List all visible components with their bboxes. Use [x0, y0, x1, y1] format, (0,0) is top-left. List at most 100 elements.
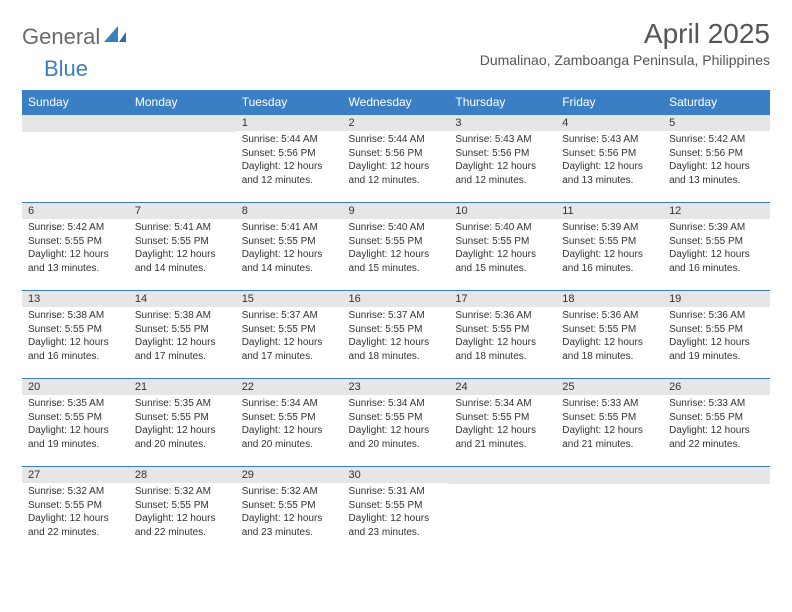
day-details: Sunrise: 5:41 AMSunset: 5:55 PMDaylight:… [129, 219, 236, 279]
sunrise-line: Sunrise: 5:37 AM [349, 309, 444, 323]
sunset-line: Sunset: 5:55 PM [455, 323, 550, 337]
calendar-cell: 10Sunrise: 5:40 AMSunset: 5:55 PMDayligh… [449, 202, 556, 290]
daylight-line: Daylight: 12 hours and 16 minutes. [28, 336, 123, 363]
daylight-line: Daylight: 12 hours and 12 minutes. [242, 160, 337, 187]
sunrise-line: Sunrise: 5:41 AM [242, 221, 337, 235]
calendar-cell: 8Sunrise: 5:41 AMSunset: 5:55 PMDaylight… [236, 202, 343, 290]
calendar-cell: 13Sunrise: 5:38 AMSunset: 5:55 PMDayligh… [22, 290, 129, 378]
sunset-line: Sunset: 5:55 PM [28, 499, 123, 513]
sunset-line: Sunset: 5:55 PM [242, 499, 337, 513]
daylight-line: Daylight: 12 hours and 16 minutes. [669, 248, 764, 275]
day-number: 3 [449, 114, 556, 131]
day-details: Sunrise: 5:41 AMSunset: 5:55 PMDaylight:… [236, 219, 343, 279]
calendar-cell: 25Sunrise: 5:33 AMSunset: 5:55 PMDayligh… [556, 378, 663, 466]
sunrise-line: Sunrise: 5:37 AM [242, 309, 337, 323]
sunrise-line: Sunrise: 5:43 AM [562, 133, 657, 147]
day-header: Monday [129, 90, 236, 114]
day-number: 5 [663, 114, 770, 131]
empty-day [129, 114, 236, 132]
sunrise-line: Sunrise: 5:32 AM [242, 485, 337, 499]
day-details: Sunrise: 5:40 AMSunset: 5:55 PMDaylight:… [343, 219, 450, 279]
sunrise-line: Sunrise: 5:34 AM [242, 397, 337, 411]
daylight-line: Daylight: 12 hours and 15 minutes. [455, 248, 550, 275]
calendar-cell: 12Sunrise: 5:39 AMSunset: 5:55 PMDayligh… [663, 202, 770, 290]
sunset-line: Sunset: 5:55 PM [455, 411, 550, 425]
day-number: 13 [22, 290, 129, 307]
sunset-line: Sunset: 5:55 PM [135, 499, 230, 513]
daylight-line: Daylight: 12 hours and 19 minutes. [28, 424, 123, 451]
sunset-line: Sunset: 5:55 PM [669, 323, 764, 337]
sunset-line: Sunset: 5:55 PM [562, 235, 657, 249]
day-number: 16 [343, 290, 450, 307]
day-number: 9 [343, 202, 450, 219]
day-number: 8 [236, 202, 343, 219]
sunrise-line: Sunrise: 5:38 AM [135, 309, 230, 323]
calendar-cell: 27Sunrise: 5:32 AMSunset: 5:55 PMDayligh… [22, 466, 129, 554]
calendar-week: 1Sunrise: 5:44 AMSunset: 5:56 PMDaylight… [22, 114, 770, 202]
empty-day [22, 114, 129, 132]
sunrise-line: Sunrise: 5:31 AM [349, 485, 444, 499]
calendar-cell: 23Sunrise: 5:34 AMSunset: 5:55 PMDayligh… [343, 378, 450, 466]
brand-sail-icon [104, 26, 126, 49]
month-title: April 2025 [480, 18, 770, 50]
day-number: 27 [22, 466, 129, 483]
day-details: Sunrise: 5:32 AMSunset: 5:55 PMDaylight:… [129, 483, 236, 543]
sunset-line: Sunset: 5:55 PM [242, 323, 337, 337]
empty-day [663, 466, 770, 484]
day-details: Sunrise: 5:39 AMSunset: 5:55 PMDaylight:… [663, 219, 770, 279]
daylight-line: Daylight: 12 hours and 23 minutes. [242, 512, 337, 539]
day-number: 19 [663, 290, 770, 307]
day-number: 21 [129, 378, 236, 395]
calendar-week: 27Sunrise: 5:32 AMSunset: 5:55 PMDayligh… [22, 466, 770, 554]
calendar-cell [556, 466, 663, 554]
calendar-cell: 6Sunrise: 5:42 AMSunset: 5:55 PMDaylight… [22, 202, 129, 290]
daylight-line: Daylight: 12 hours and 20 minutes. [349, 424, 444, 451]
empty-day [449, 466, 556, 484]
sunset-line: Sunset: 5:55 PM [242, 411, 337, 425]
daylight-line: Daylight: 12 hours and 21 minutes. [455, 424, 550, 451]
day-number: 30 [343, 466, 450, 483]
sunset-line: Sunset: 5:55 PM [455, 235, 550, 249]
sunrise-line: Sunrise: 5:34 AM [455, 397, 550, 411]
day-number: 26 [663, 378, 770, 395]
day-details: Sunrise: 5:38 AMSunset: 5:55 PMDaylight:… [129, 307, 236, 367]
day-details: Sunrise: 5:43 AMSunset: 5:56 PMDaylight:… [556, 131, 663, 191]
calendar-cell: 24 Sunrise: 5:34 AMSunset: 5:55 PMDayligh… [449, 378, 556, 466]
calendar-cell: 7Sunrise: 5:41 AMSunset: 5:55 PMDaylight… [129, 202, 236, 290]
day-details: Sunrise: 5:38 AMSunset: 5:55 PMDaylight:… [22, 307, 129, 367]
calendar-head: SundayMondayTuesdayWednesdayThursdayFrid… [22, 90, 770, 114]
day-header: Friday [556, 90, 663, 114]
calendar-week: 20Sunrise: 5:35 AMSunset: 5:55 PMDayligh… [22, 378, 770, 466]
sunset-line: Sunset: 5:56 PM [669, 147, 764, 161]
day-header: Sunday [22, 90, 129, 114]
day-details: Sunrise: 5:42 AMSunset: 5:55 PMDaylight:… [22, 219, 129, 279]
day-details: Sunrise: 5:36 AMSunset: 5:55 PMDaylight:… [663, 307, 770, 367]
sunrise-line: Sunrise: 5:32 AM [135, 485, 230, 499]
day-number: 24 [449, 378, 556, 395]
day-number: 6 [22, 202, 129, 219]
calendar-cell: 22Sunrise: 5:34 AMSunset: 5:55 PMDayligh… [236, 378, 343, 466]
day-details: Sunrise: 5:33 AMSunset: 5:55 PMDaylight:… [556, 395, 663, 455]
sunrise-line: Sunrise: 5:36 AM [455, 309, 550, 323]
calendar-cell: 28Sunrise: 5:32 AMSunset: 5:55 PMDayligh… [129, 466, 236, 554]
calendar-cell: 1Sunrise: 5:44 AMSunset: 5:56 PMDaylight… [236, 114, 343, 202]
daylight-line: Daylight: 12 hours and 13 minutes. [669, 160, 764, 187]
day-header: Saturday [663, 90, 770, 114]
daylight-line: Daylight: 12 hours and 12 minutes. [349, 160, 444, 187]
brand-text-general: General [22, 24, 100, 50]
daylight-line: Daylight: 12 hours and 22 minutes. [28, 512, 123, 539]
day-details: Sunrise: 5:44 AMSunset: 5:56 PMDaylight:… [343, 131, 450, 191]
calendar-cell: 19Sunrise: 5:36 AMSunset: 5:55 PMDayligh… [663, 290, 770, 378]
day-details: Sunrise: 5:43 AMSunset: 5:56 PMDaylight:… [449, 131, 556, 191]
day-details: Sunrise: 5:36 AMSunset: 5:55 PMDaylight:… [556, 307, 663, 367]
calendar-cell: 16Sunrise: 5:37 AMSunset: 5:55 PMDayligh… [343, 290, 450, 378]
sunrise-line: Sunrise: 5:34 AM [349, 397, 444, 411]
sunset-line: Sunset: 5:56 PM [242, 147, 337, 161]
day-number: 28 [129, 466, 236, 483]
daylight-line: Daylight: 12 hours and 14 minutes. [135, 248, 230, 275]
day-number: 29 [236, 466, 343, 483]
day-number: 12 [663, 202, 770, 219]
sunset-line: Sunset: 5:56 PM [455, 147, 550, 161]
daylight-line: Daylight: 12 hours and 20 minutes. [135, 424, 230, 451]
sunset-line: Sunset: 5:55 PM [669, 235, 764, 249]
